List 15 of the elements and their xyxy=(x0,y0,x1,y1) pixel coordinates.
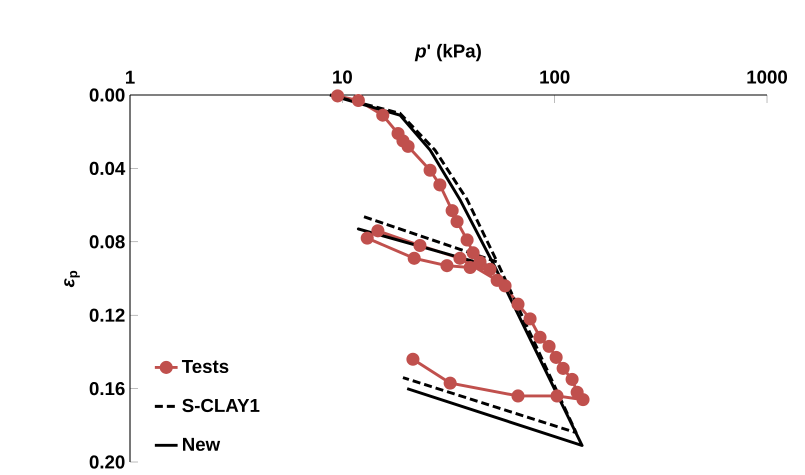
x-tick-label: 1 xyxy=(126,70,135,84)
legend-label: Tests xyxy=(182,360,228,374)
x-axis-title: p' (kPa) xyxy=(414,44,481,62)
legend-label: New xyxy=(183,438,220,451)
y-tick-label: 0.08 xyxy=(90,235,125,248)
x-tick-label: 100 xyxy=(540,70,570,84)
y-tick-label: 0.20 xyxy=(90,455,125,469)
x-tick-label: 10 xyxy=(333,70,352,84)
legend-label: S-CLAY1 xyxy=(182,398,260,412)
y-tick-label: 0.04 xyxy=(90,162,126,176)
y-tick-label: 0.00 xyxy=(90,88,125,102)
x-tick-label: 1000 xyxy=(747,70,788,84)
y-tick-label: 0.16 xyxy=(90,382,125,396)
y-axis-title: ε$_{p}$ xyxy=(64,270,80,288)
y-tick-label: 0.12 xyxy=(90,308,125,322)
